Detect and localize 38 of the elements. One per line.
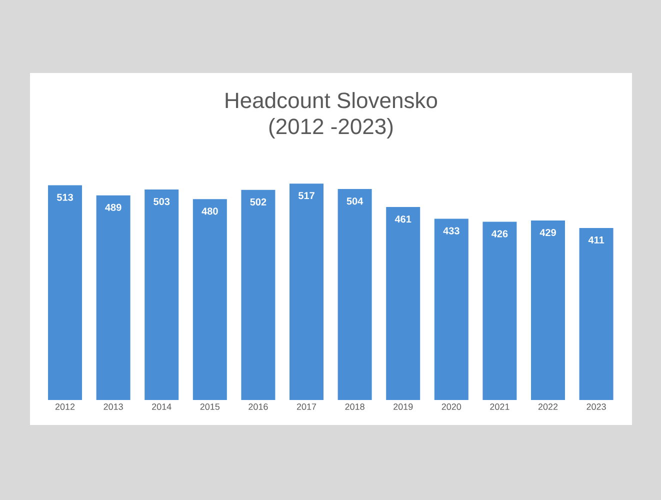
data-label: 503: [154, 198, 170, 206]
x-tick-label: 2014: [152, 404, 172, 410]
x-tick-label: 2020: [442, 404, 462, 410]
bar: [144, 189, 179, 400]
bar: [241, 190, 276, 400]
bar: [96, 195, 130, 400]
x-tick-label: 2019: [394, 404, 413, 410]
x-tick-label: 2023: [586, 404, 606, 410]
data-label: 426: [492, 230, 508, 238]
data-label: 504: [346, 198, 364, 205]
data-label: 433: [443, 227, 460, 234]
data-label: 411: [588, 236, 604, 244]
bar: [386, 207, 420, 400]
x-tick-label: 2018: [345, 404, 364, 410]
x-tick-label: 2022: [538, 404, 558, 410]
bar: [338, 189, 372, 400]
data-label: 461: [394, 216, 412, 223]
chart-subtitle: (2012 -2023): [269, 118, 393, 139]
bar: [482, 222, 517, 400]
x-tick-label: 2021: [490, 404, 510, 410]
x-tick-label: 2015: [200, 404, 220, 410]
bar: [530, 220, 565, 400]
bar: [579, 228, 614, 400]
x-tick-label: 2017: [296, 404, 316, 410]
x-tick-label: 2012: [55, 404, 75, 410]
bar: [48, 185, 82, 400]
bar: [192, 199, 227, 400]
x-tick-label: 2013: [104, 404, 123, 410]
bar: [434, 218, 468, 400]
data-label: 502: [250, 198, 266, 206]
data-label: 429: [540, 228, 556, 236]
x-tick-label: 2016: [248, 404, 268, 410]
chart-title: Headcount Slovensko: [226, 92, 438, 108]
data-label: 480: [202, 208, 218, 215]
data-label: 517: [298, 192, 314, 200]
data-label: 489: [105, 204, 122, 211]
data-label: 513: [56, 194, 73, 201]
bar: [290, 184, 324, 400]
